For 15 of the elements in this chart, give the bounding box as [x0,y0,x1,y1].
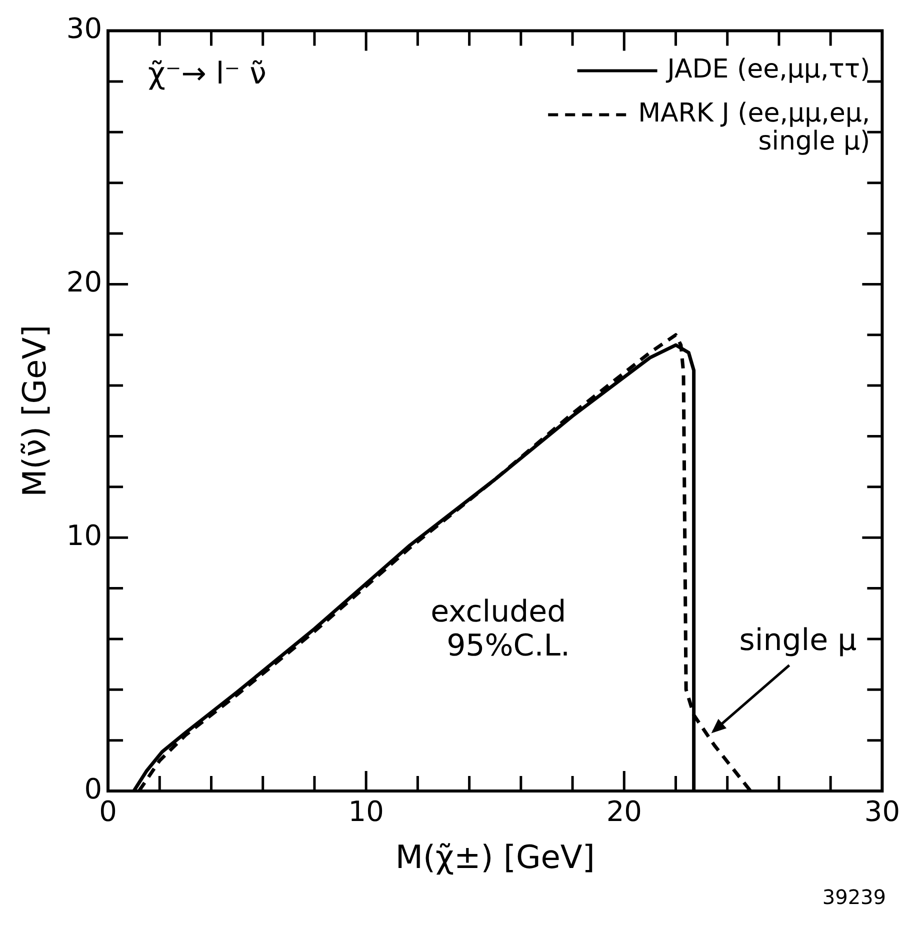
annotation: single μ [739,623,857,658]
y-axis-title: M(ν̃) [GeV] [16,324,54,497]
annotation: χ̃⁻→ l⁻ ν̃ [148,56,266,92]
text: 39239 [822,885,886,910]
y-tick-label: 30 [66,12,102,46]
legend-label: JADE (ee,μμ,ττ) [665,54,870,85]
annotation: excluded 95%C.L. [430,594,570,664]
legend-label: MARK J (ee,μμ,eμ, single μ) [638,98,870,157]
x-tick-label: 30 [864,795,900,828]
y-tick-label: 10 [66,518,102,552]
x-tick-label: 20 [606,795,642,828]
y-tick-label: 0 [84,772,102,806]
y-tick-label: 20 [66,265,102,298]
x-axis-title: M(χ̃±) [GeV] [395,838,595,876]
x-tick-label: 10 [348,795,384,828]
